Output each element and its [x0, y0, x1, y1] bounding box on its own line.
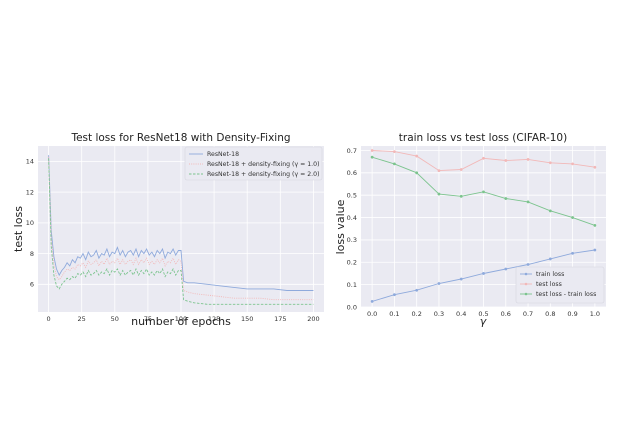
x-tick-label: 1.0: [590, 310, 600, 318]
x-tick-label: 0.9: [567, 310, 577, 318]
data-point: [482, 272, 485, 275]
legend-marker: [524, 292, 528, 296]
data-point: [504, 159, 508, 162]
x-tick-label: 125: [208, 315, 220, 323]
legend-label: ResNet-18: [207, 151, 239, 158]
legend-marker: [524, 272, 528, 276]
y-axis-label-left: test loss: [12, 206, 25, 252]
y-tick-label: 14: [26, 158, 34, 166]
x-tick-label: 0.4: [456, 310, 466, 318]
chart-test-loss-epochs: 0 25 50 75 100 125 150 175 200 6 8 10 12 14 Test los…: [12, 132, 324, 328]
data-point: [571, 251, 574, 255]
legend-label: train loss: [536, 271, 564, 278]
x-tick-label: 0.3: [434, 310, 444, 318]
x-tick-label: 150: [241, 315, 253, 323]
data-point: [393, 150, 396, 153]
data-point: [437, 282, 441, 285]
x-tick-label: 200: [307, 315, 319, 323]
data-point: [526, 200, 530, 204]
data-point: [415, 171, 419, 175]
data-point: [482, 190, 485, 194]
data-point: [459, 194, 463, 198]
y-tick-label: 0.7: [347, 147, 357, 155]
data-point: [504, 267, 508, 271]
y-tick-label: 0.0: [347, 303, 357, 311]
data-point: [370, 155, 374, 159]
x-tick-label: 0.1: [389, 310, 399, 318]
series-lines-right: [370, 149, 597, 303]
y-tick-label: 0.4: [347, 214, 357, 222]
data-point: [415, 288, 419, 292]
y-axis-label-right: loss value: [334, 199, 347, 254]
yticks-left: 6 8 10 12 14: [26, 158, 34, 289]
x-axis-label-right: γ: [480, 315, 487, 328]
data-point: [571, 216, 574, 219]
y-tick-label: 8: [30, 250, 34, 258]
series-line-2: [48, 156, 314, 301]
series-line-1: [48, 155, 314, 291]
data-point: [370, 149, 374, 152]
data-point: [526, 158, 530, 161]
series-lines-left: [48, 155, 314, 305]
series-line-3: [48, 158, 314, 305]
x-tick-label: 0.5: [478, 310, 488, 318]
legend-marker: [524, 282, 528, 286]
x-tick-label: 50: [111, 315, 119, 323]
x-tick-label: 0.2: [412, 310, 422, 318]
legend-label: ResNet-18 + density-fixing (γ = 1.0): [207, 161, 320, 168]
data-point: [393, 293, 396, 297]
data-point: [459, 168, 463, 171]
y-tick-label: 12: [26, 188, 34, 196]
chart-train-vs-test: 0.0 0.1 0.2 0.3 0.4 0.5 0.6 0.7 0.8 0.9 1.0 0.0 0.1…: [334, 132, 606, 328]
legend-label: ResNet-18 + density-fixing (γ = 2.0): [207, 171, 320, 178]
x-tick-label: 0.0: [367, 310, 377, 318]
data-point: [415, 154, 419, 158]
x-tick-label: 100: [175, 315, 187, 323]
y-tick-label: 0.6: [347, 169, 357, 177]
legend-label: test loss: [536, 281, 562, 288]
data-point: [548, 161, 552, 165]
xticks-right: 0.0 0.1 0.2 0.3 0.4 0.5 0.6 0.7 0.8 0.9 1.0: [367, 310, 600, 318]
x-tick-label: 0.8: [545, 310, 555, 318]
legend-box: [515, 266, 605, 304]
y-tick-label: 10: [26, 219, 34, 227]
y-tick-label: 6: [30, 281, 34, 289]
legend-box: [184, 146, 323, 181]
x-tick-label: 25: [78, 315, 86, 323]
data-point: [548, 257, 552, 261]
legend-label: test loss - train loss: [536, 291, 596, 298]
x-tick-label: 0: [47, 315, 51, 323]
x-tick-label: 0.6: [501, 310, 511, 318]
x-axis-label-left: number of epochs: [131, 315, 231, 328]
data-point: [593, 165, 597, 169]
data-point: [370, 300, 374, 303]
data-point: [437, 169, 441, 172]
x-tick-label: 75: [144, 315, 152, 323]
chart-title-left: Test loss for ResNet18 with Density-Fixi…: [70, 132, 290, 144]
data-point: [571, 162, 574, 166]
data-point: [393, 162, 396, 166]
y-tick-label: 0.2: [347, 259, 357, 267]
data-point: [459, 277, 463, 281]
x-tick-label: 0.7: [523, 310, 533, 318]
x-tick-label: 175: [274, 315, 286, 323]
y-tick-label: 0.1: [347, 281, 357, 289]
data-point: [482, 156, 485, 160]
legend-left: ResNet-18 ResNet-18 + density-fixing (γ =…: [184, 146, 323, 181]
data-point: [548, 209, 552, 213]
data-point: [504, 197, 508, 200]
y-tick-label: 0.5: [347, 191, 357, 199]
data-point: [593, 223, 597, 227]
y-tick-label: 0.3: [347, 236, 357, 244]
yticks-right: 0.0 0.1 0.2 0.3 0.4 0.5 0.6 0.7: [347, 147, 357, 312]
xticks-left: 0 25 50 75 100 125 150 175 200: [47, 315, 320, 323]
legend-right: train loss test loss test loss - train los…: [515, 266, 605, 304]
chart-title-right: train loss vs test loss (CIFAR-10): [399, 132, 567, 144]
data-point: [526, 263, 530, 266]
data-point: [593, 248, 597, 252]
data-point: [437, 192, 441, 196]
